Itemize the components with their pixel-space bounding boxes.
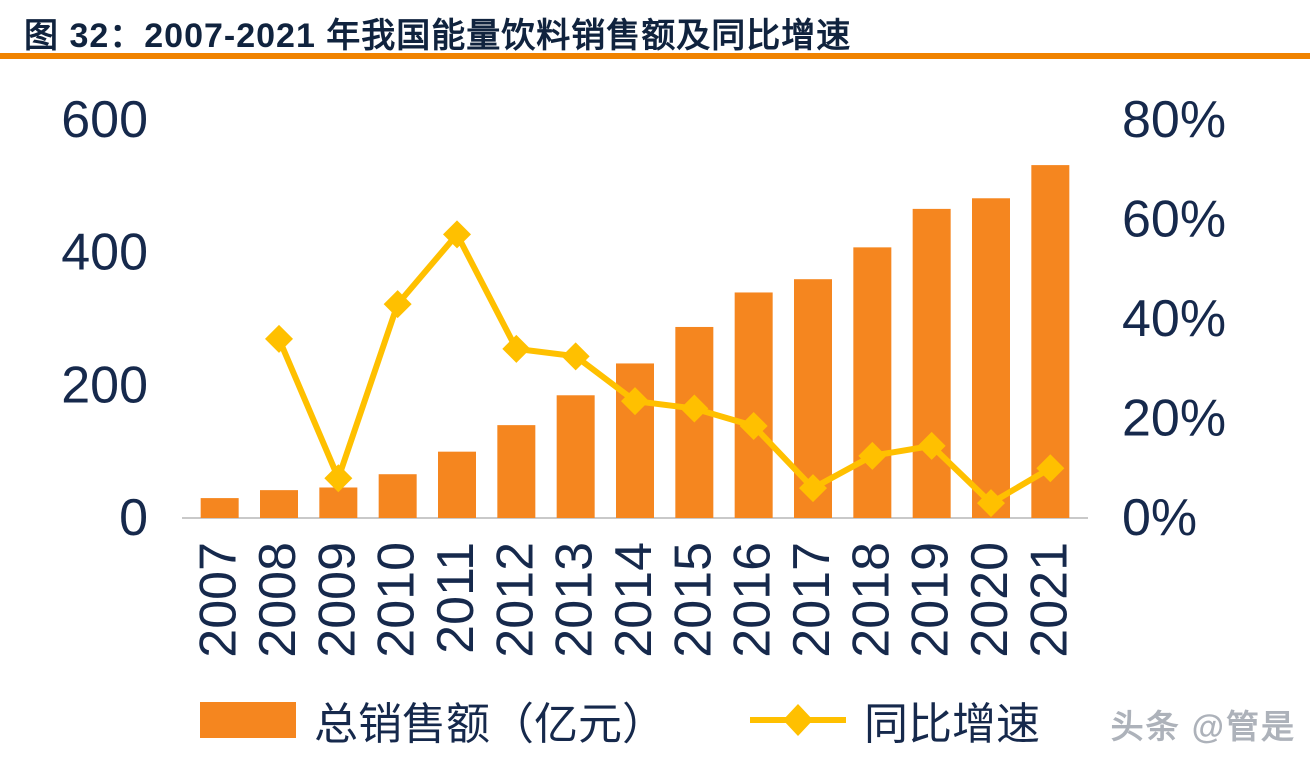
bar-2020	[972, 198, 1010, 519]
growth-line-swatch-icon	[750, 704, 846, 736]
growth-line-marker	[799, 474, 827, 503]
growth-line-marker	[383, 290, 412, 319]
growth-line-marker	[739, 411, 768, 440]
x-axis-label-2015: 2015	[664, 542, 722, 658]
legend-item-sales: 总销售额（亿元）	[200, 688, 666, 752]
x-axis-label-2011: 2011	[427, 542, 485, 654]
growth-line-marker	[1036, 454, 1065, 483]
right-axis-tick: 20%	[1122, 390, 1226, 448]
x-axis-label-2014: 2014	[605, 542, 663, 658]
growth-line-marker	[917, 431, 946, 460]
x-axis-label-2012: 2012	[486, 542, 544, 658]
x-axis-label-2010: 2010	[368, 542, 426, 658]
x-axis-label-2008: 2008	[249, 542, 307, 658]
combo-chart: 0 200 400 600 0% 20% 40% 60% 80% 2007 2008 2009 2010…	[61, 91, 1226, 658]
right-axis-tick: 80%	[1122, 91, 1226, 149]
growth-line-marker	[977, 489, 1005, 518]
title-divider	[0, 53, 1310, 59]
growth-line-marker	[502, 334, 531, 363]
growth-line-marker	[621, 387, 649, 416]
left-axis-tick: 400	[61, 224, 148, 282]
figure-title: 图 32：2007-2021 年我国能量饮料销售额及同比增速	[24, 17, 852, 55]
x-axis-label-2021: 2021	[1020, 542, 1078, 658]
x-axis-label-2020: 2020	[961, 542, 1019, 658]
growth-line-marker	[561, 342, 590, 371]
bar-2014	[616, 363, 654, 518]
x-axis-label-2018: 2018	[842, 542, 900, 658]
growth-line-marker	[443, 220, 471, 249]
x-axis-label-2013: 2013	[546, 542, 604, 658]
right-axis-tick: 0%	[1122, 489, 1197, 547]
growth-line-marker	[680, 394, 709, 423]
x-axis-label-2016: 2016	[724, 542, 782, 658]
growth-line-marker	[858, 441, 887, 470]
bar-2009	[319, 487, 358, 518]
legend-growth-label: 同比增速	[864, 700, 1040, 749]
bar-2012	[497, 425, 536, 518]
watermark: 头条 @管是	[1110, 708, 1296, 745]
bar-2016	[734, 292, 773, 518]
x-axis-label-2017: 2017	[783, 542, 841, 658]
sales-bar-swatch-icon	[200, 702, 296, 738]
right-axis-tick: 40%	[1122, 290, 1226, 348]
bar-2011	[438, 451, 476, 518]
x-axis-label-2019: 2019	[902, 542, 960, 658]
bar-2008	[260, 490, 298, 518]
bar-2013	[556, 395, 595, 518]
chart-legend: 总销售额（亿元） 同比增速	[200, 688, 1040, 752]
bar-2010	[378, 474, 417, 518]
left-axis-tick: 0	[119, 489, 148, 547]
growth-line-marker	[324, 464, 353, 493]
growth-line-marker	[265, 324, 293, 353]
legend-sales-label: 总销售额（亿元）	[314, 700, 666, 749]
left-axis-tick: 600	[61, 91, 148, 149]
bar-2018	[853, 247, 892, 519]
left-axis-tick: 200	[61, 356, 148, 414]
right-axis-tick: 60%	[1122, 191, 1226, 249]
x-axis-label-2007: 2007	[190, 542, 248, 658]
bar-2007	[200, 498, 239, 518]
bar-2019	[912, 208, 951, 519]
x-axis-label-2009: 2009	[308, 542, 366, 658]
legend-item-growth: 同比增速	[750, 688, 1040, 752]
